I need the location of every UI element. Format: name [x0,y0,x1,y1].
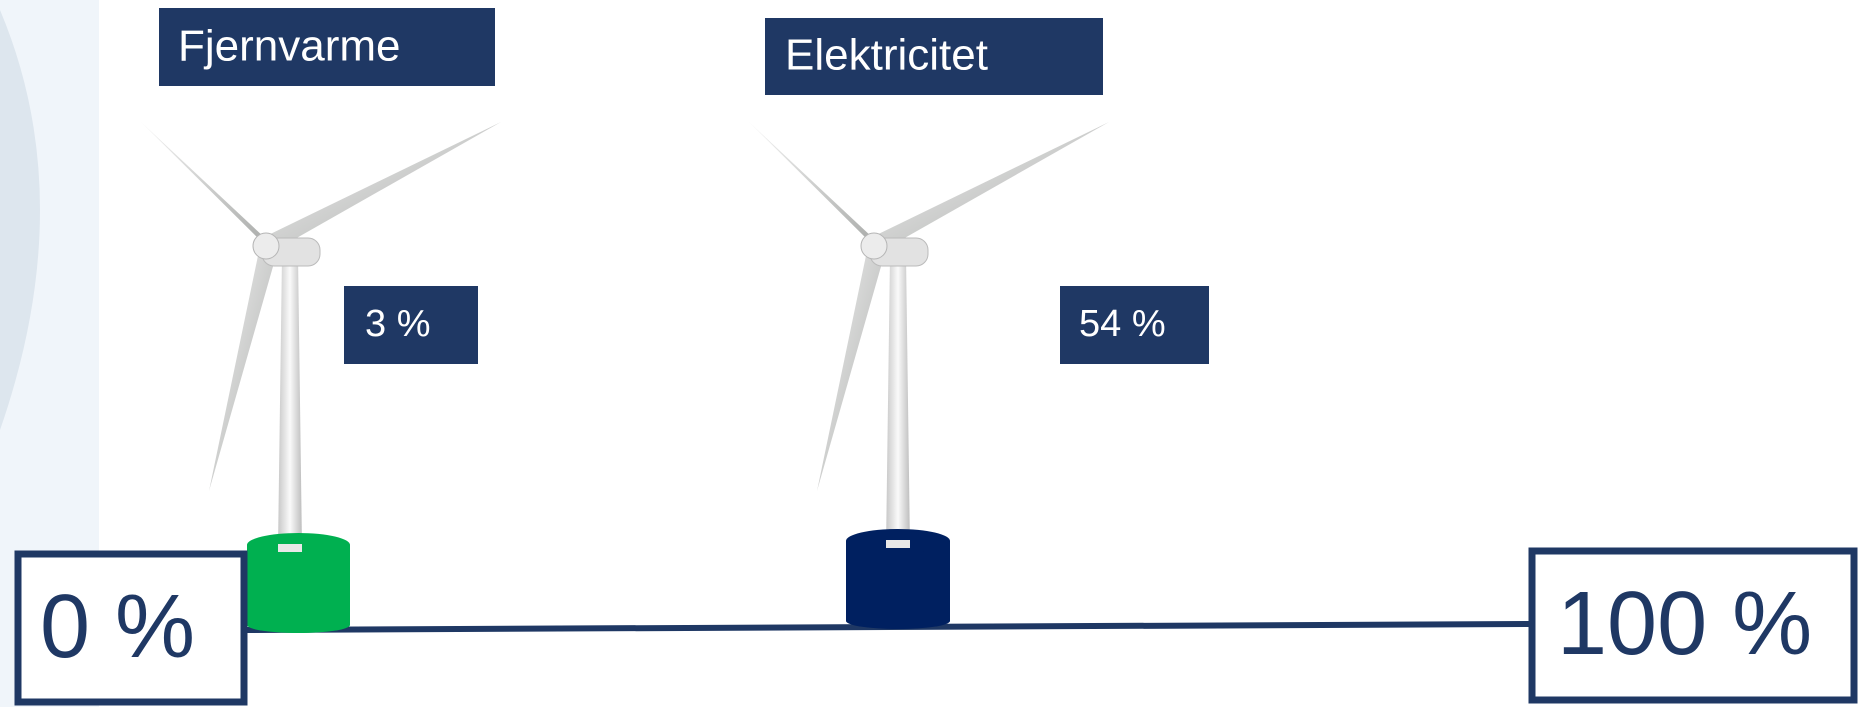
green-cylinder [247,533,350,633]
wind-turbine [749,122,1109,548]
value: 54 % [1079,303,1166,345]
page: Fjernvarme Elektricitet 3 % 54 % 0 % 100… [0,0,1869,707]
label: Fjernvarme [178,22,401,71]
infographic: Fjernvarme Elektricitet 3 % 54 % 0 % 100… [0,0,1869,707]
navy-cylinder [846,529,950,629]
scale-max: 100 % [1557,574,1812,674]
value: 3 % [365,303,430,345]
scale-min: 0 % [40,577,195,677]
label: Elektricitet [785,31,988,80]
